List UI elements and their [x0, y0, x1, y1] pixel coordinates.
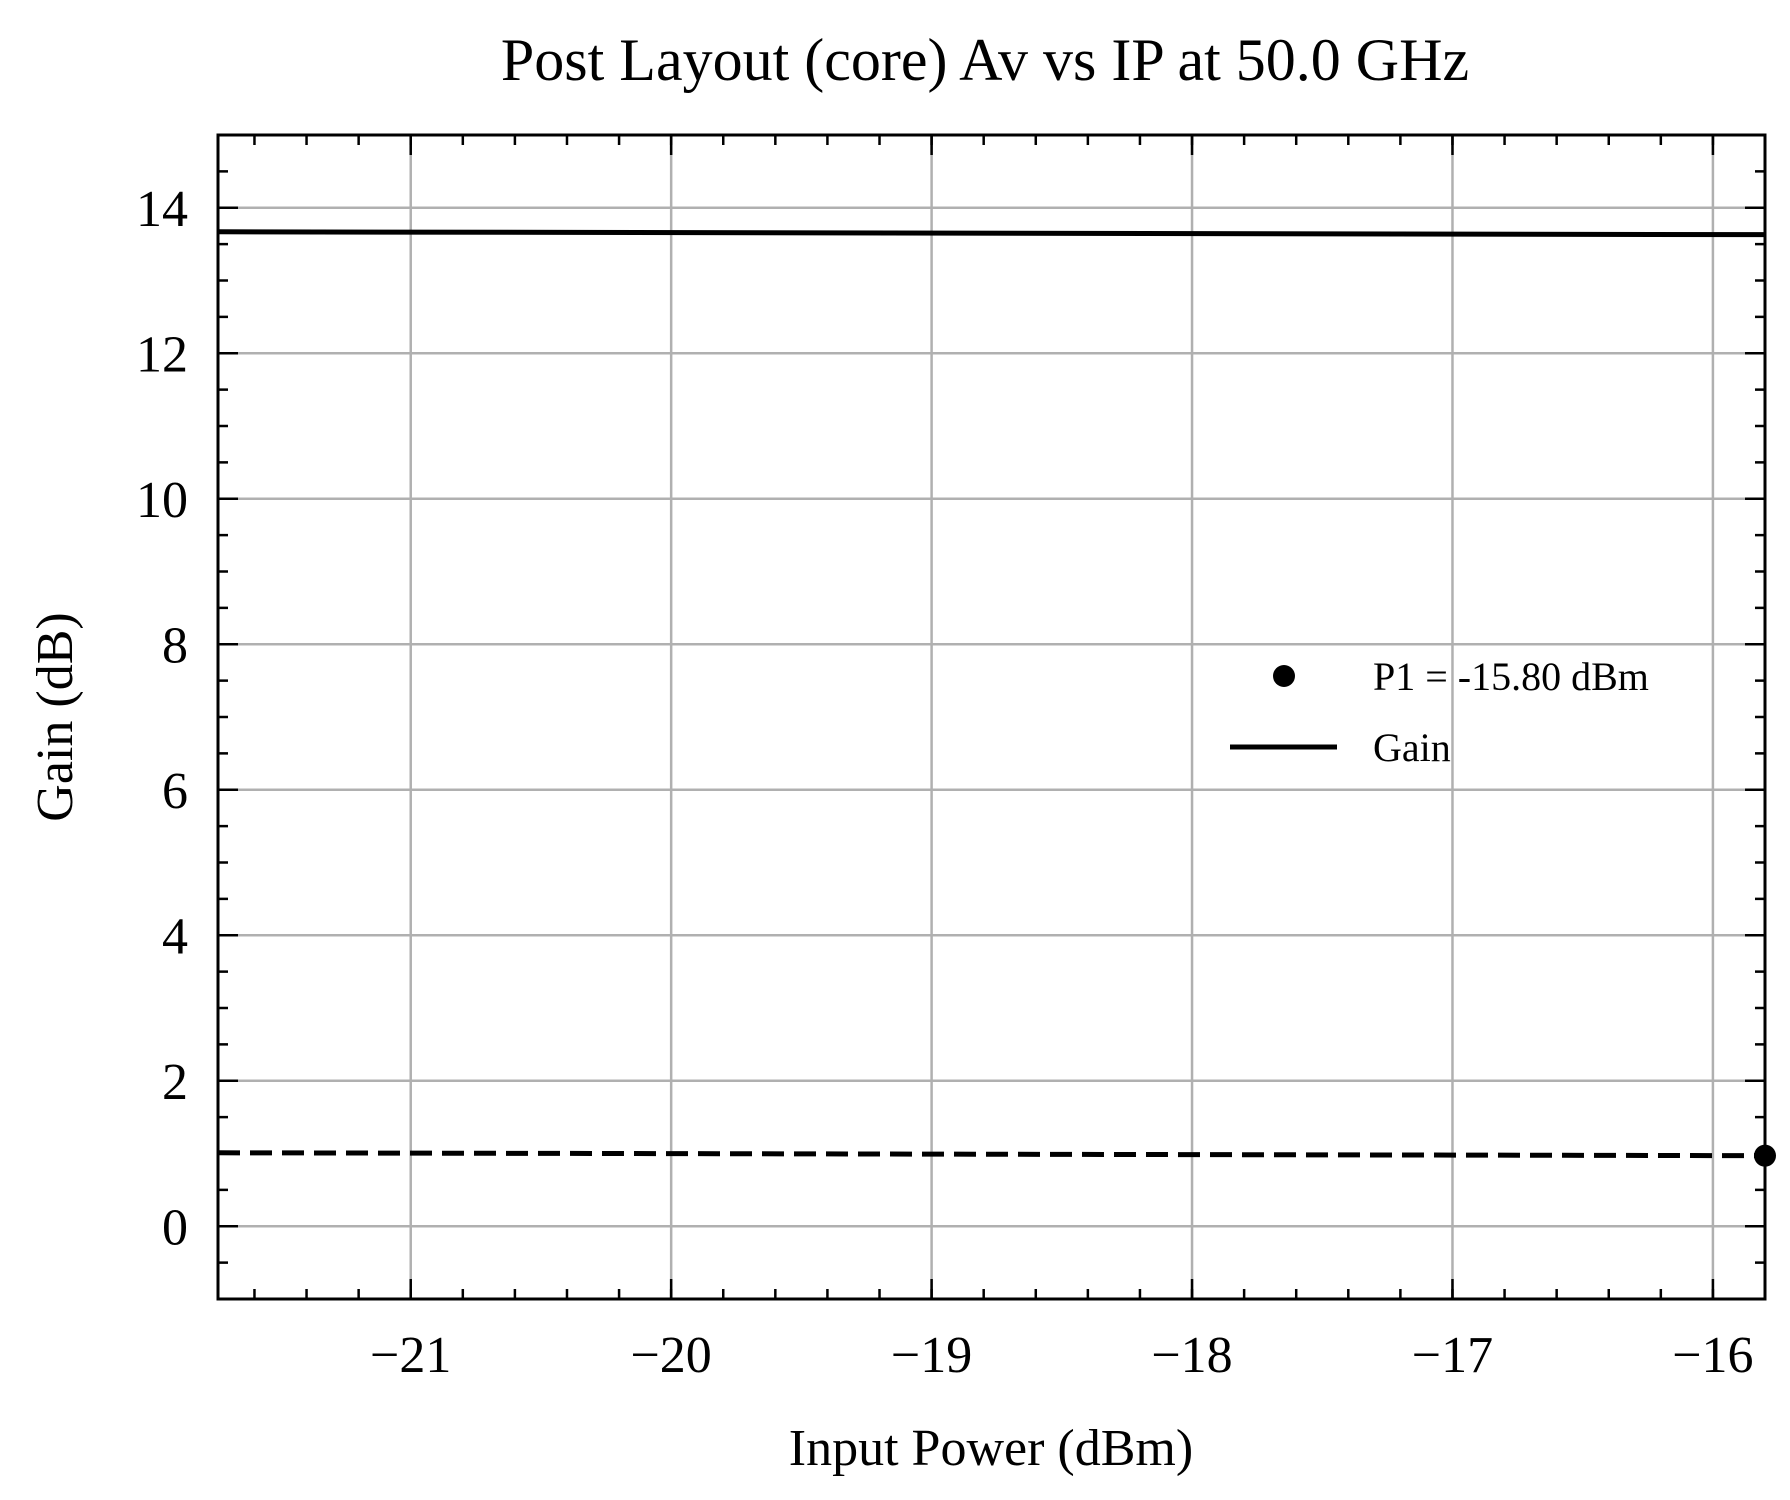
legend: P1 = -15.80 dBm Gain — [1230, 654, 1649, 770]
tick-labels: −21 −20 −19 −18 −17 −16 0 2 4 6 8 10 12 14 — [136, 181, 1754, 1384]
y-tick-label: 14 — [136, 181, 188, 238]
x-tick-label: −19 — [891, 1327, 972, 1384]
x-tick-label: −18 — [1151, 1327, 1232, 1384]
legend-marker-p1 — [1273, 665, 1295, 687]
y-tick-label: 2 — [162, 1054, 188, 1111]
y-tick-label: 12 — [136, 326, 188, 383]
tick-marks — [218, 133, 1767, 1301]
x-tick-label: −20 — [630, 1327, 711, 1384]
chart-title: Post Layout (core) Av vs IP at 50.0 GHz — [501, 27, 1469, 93]
y-tick-label: 0 — [162, 1199, 188, 1256]
grid-lines — [218, 135, 1765, 1299]
x-tick-label: −21 — [370, 1327, 451, 1384]
x-tick-label: −16 — [1672, 1327, 1753, 1384]
x-tick-label: −17 — [1412, 1327, 1493, 1384]
y-tick-label: 6 — [162, 763, 188, 820]
y-tick-label: 4 — [162, 908, 188, 965]
reference-dashed-line — [217, 1150, 1766, 1159]
y-tick-label: 10 — [136, 472, 188, 529]
y-axis-label: Gain (dB) — [27, 612, 84, 821]
gain-line — [217, 229, 1766, 238]
y-tick-label: 8 — [162, 617, 188, 674]
x-axis-label: Input Power (dBm) — [789, 1420, 1193, 1477]
plot-frame — [216, 133, 1767, 1301]
series-layer — [217, 229, 1776, 1167]
legend-label-p1: P1 = -15.80 dBm — [1373, 654, 1649, 699]
legend-label-gain: Gain — [1373, 725, 1451, 770]
